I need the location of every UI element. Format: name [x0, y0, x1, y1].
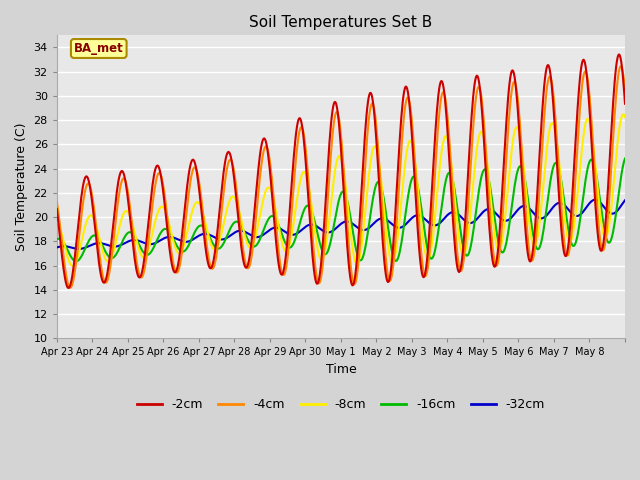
Legend: -2cm, -4cm, -8cm, -16cm, -32cm: -2cm, -4cm, -8cm, -16cm, -32cm — [132, 393, 550, 416]
Y-axis label: Soil Temperature (C): Soil Temperature (C) — [15, 122, 28, 251]
Text: BA_met: BA_met — [74, 42, 124, 55]
X-axis label: Time: Time — [326, 363, 356, 376]
Title: Soil Temperatures Set B: Soil Temperatures Set B — [250, 15, 433, 30]
